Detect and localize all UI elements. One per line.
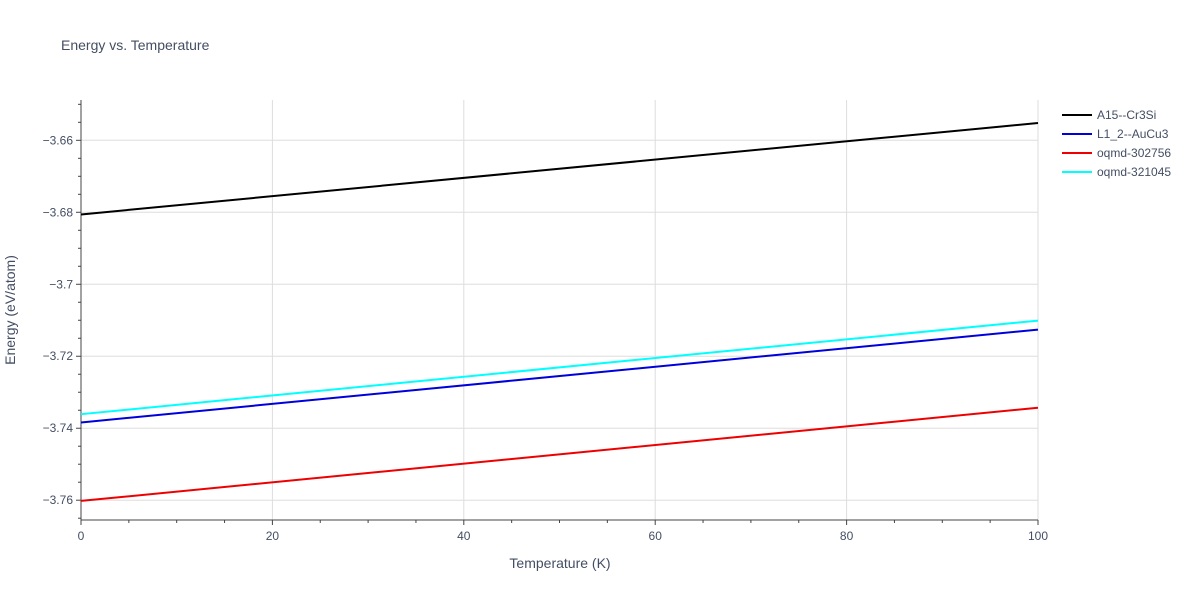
x-tick-label: 60 <box>649 529 663 543</box>
series-line <box>80 122 1039 216</box>
series-line <box>80 328 1039 424</box>
x-axis-title: Temperature (K) <box>509 555 610 571</box>
x-tick-label: 100 <box>1028 529 1048 543</box>
y-tick-label: −3.74 <box>43 421 74 435</box>
legend[interactable]: A15--Cr3Si L1_2--AuCu3 oqmd-302756 oqmd-321… <box>1062 108 1171 179</box>
y-tick-label: −3.72 <box>43 349 74 363</box>
axes: 0 20 40 60 80 100 −3.76 −3.74 −3.72 −3.7 −3.68 −3.6… <box>43 100 1048 543</box>
legend-item[interactable]: A15--Cr3Si <box>1062 108 1156 122</box>
y-axis-title: Energy (eV/atom) <box>2 255 18 365</box>
y-tick-label: −3.68 <box>43 205 74 219</box>
x-tick-label: 40 <box>457 529 471 543</box>
x-tick-label: 80 <box>840 529 854 543</box>
legend-item[interactable]: oqmd-321045 <box>1062 165 1171 179</box>
grid <box>81 100 1039 520</box>
series-lines <box>80 122 1039 502</box>
x-tick-label: 20 <box>266 529 280 543</box>
y-tick-label: −3.7 <box>49 277 73 291</box>
legend-label: oqmd-321045 <box>1097 165 1171 179</box>
y-tick-label: −3.66 <box>43 133 74 147</box>
legend-label: L1_2--AuCu3 <box>1097 127 1169 141</box>
legend-label: oqmd-302756 <box>1097 146 1171 160</box>
y-tick-label: −3.76 <box>43 493 74 507</box>
legend-label: A15--Cr3Si <box>1097 108 1156 122</box>
legend-item[interactable]: oqmd-302756 <box>1062 146 1171 160</box>
series-line <box>80 319 1039 416</box>
legend-item[interactable]: L1_2--AuCu3 <box>1062 127 1169 141</box>
chart-title: Energy vs. Temperature <box>61 37 210 53</box>
x-tick-label: 0 <box>78 529 85 543</box>
series-line <box>80 406 1039 502</box>
